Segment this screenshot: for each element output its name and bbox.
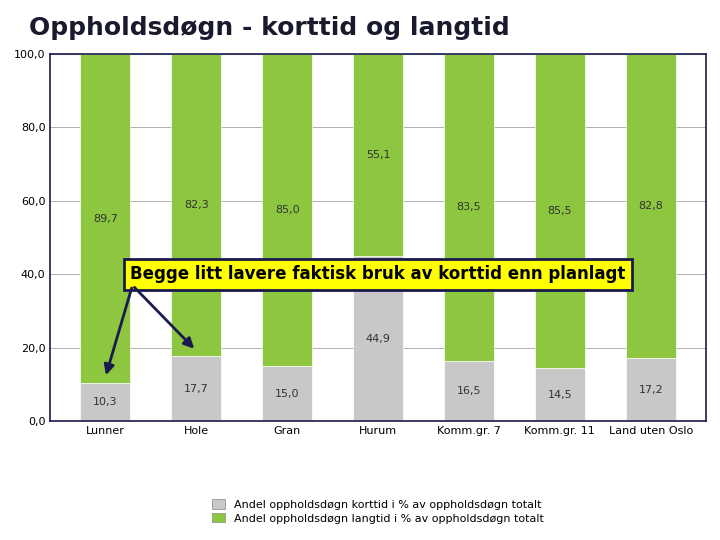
Text: 85,0: 85,0 — [275, 205, 300, 215]
Text: Oppholdsdøgn - korttid og langtid: Oppholdsdøgn - korttid og langtid — [29, 16, 510, 40]
Bar — [444, 361, 494, 421]
Bar — [262, 366, 312, 421]
Legend: Andel oppholdsdøgn korttid i % av oppholdsdøgn totalt, Andel oppholdsdøgn langti: Andel oppholdsdøgn korttid i % av opphol… — [210, 497, 546, 526]
Text: 17,7: 17,7 — [184, 384, 209, 394]
Text: 16,5: 16,5 — [456, 386, 481, 396]
Text: 83,5: 83,5 — [456, 202, 481, 212]
Text: 89,7: 89,7 — [93, 214, 117, 224]
Text: 82,8: 82,8 — [639, 201, 663, 211]
Text: 17,2: 17,2 — [639, 384, 663, 395]
Bar — [80, 383, 130, 421]
Text: 82,3: 82,3 — [184, 200, 209, 210]
Text: 44,9: 44,9 — [366, 334, 390, 344]
Bar — [535, 54, 585, 368]
Bar — [262, 54, 312, 366]
Text: Begge litt lavere faktisk bruk av korttid enn planlagt: Begge litt lavere faktisk bruk av kortti… — [130, 265, 626, 284]
Bar — [171, 54, 221, 356]
Bar — [444, 54, 494, 361]
Bar — [353, 256, 403, 421]
Text: 55,1: 55,1 — [366, 150, 390, 160]
Bar — [535, 368, 585, 421]
Text: 14,5: 14,5 — [548, 389, 572, 400]
Bar — [626, 54, 676, 358]
Text: 15,0: 15,0 — [275, 389, 300, 399]
Text: 85,5: 85,5 — [548, 206, 572, 216]
Bar — [171, 356, 221, 421]
Bar — [626, 358, 676, 421]
Bar — [80, 54, 130, 383]
Text: 10,3: 10,3 — [93, 397, 117, 407]
Bar — [353, 54, 403, 256]
